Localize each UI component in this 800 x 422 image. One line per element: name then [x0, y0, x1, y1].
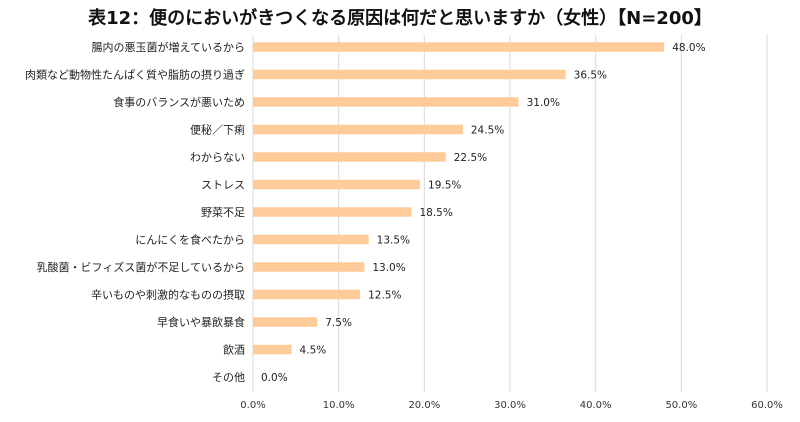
bar-1: [253, 69, 566, 80]
chart-title: 表12：便のにおいがきつくなる原因は何だと思いますか（女性）【N=200】: [88, 7, 712, 29]
category-label-3: 便秘／下痢: [190, 123, 245, 137]
value-label-9: 12.5%: [368, 290, 401, 302]
x-tick-label-0: 0.0%: [240, 400, 265, 411]
category-label-12: その他: [212, 371, 245, 384]
value-label-1: 36.5%: [574, 70, 607, 82]
category-label-5: ストレス: [201, 179, 245, 192]
bars-layer: [253, 42, 665, 355]
x-tick-label-4: 40.0%: [580, 400, 612, 411]
x-tick-label-1: 10.0%: [323, 400, 355, 411]
value-label-7: 13.5%: [377, 235, 410, 247]
value-label-12: 0.0%: [261, 372, 288, 384]
bar-4: [253, 152, 446, 162]
category-label-1: 肉類など動物性たんぱく質や脂肪の摂り過ぎ: [25, 68, 245, 82]
bar-5: [253, 179, 421, 190]
category-label-7: にんにくを食べたから: [135, 233, 245, 247]
value-label-3: 24.5%: [471, 125, 504, 137]
value-label-6: 18.5%: [419, 207, 452, 219]
bar-0: [253, 42, 665, 52]
bar-8: [253, 262, 365, 272]
category-label-10: 早食いや暴飲暴食: [157, 315, 245, 329]
x-tick-label-5: 50.0%: [665, 400, 697, 411]
bar-2: [253, 97, 519, 107]
category-label-9: 辛いものや刺激的なものの摂取: [91, 288, 245, 302]
bar-9: [253, 289, 361, 300]
category-label-11: 飲酒: [223, 343, 245, 357]
value-label-4: 22.5%: [454, 152, 487, 164]
x-tick-label-2: 20.0%: [408, 400, 440, 411]
category-label-0: 腸内の悪玉菌が増えているから: [92, 40, 245, 54]
category-label-4: わからない: [190, 151, 245, 164]
bar-7: [253, 234, 369, 245]
value-label-2: 31.0%: [527, 97, 560, 109]
ticks-layer: 0.0% 10.0% 20.0% 30.0% 40.0% 50.0% 60.0%: [240, 400, 783, 411]
labels-layer: 腸内の悪玉菌が増えているから 48.0% 肉類など動物性たんぱく質や脂肪の摂り過ぎ 3…: [25, 40, 706, 384]
x-tick-label-6: 60.0%: [751, 400, 783, 411]
value-label-8: 13.0%: [372, 262, 405, 274]
x-tick-label-3: 30.0%: [494, 400, 526, 411]
bar-6: [253, 207, 412, 217]
category-label-6: 野菜不足: [201, 206, 245, 219]
category-label-8: 乳酸菌・ビフィズス菌が不足しているから: [37, 260, 245, 274]
category-label-2: 食事のバランスが悪いため: [113, 95, 245, 109]
bar-3: [253, 124, 463, 135]
value-label-10: 7.5%: [325, 317, 352, 329]
bar-11: [253, 344, 292, 355]
value-label-5: 19.5%: [428, 180, 461, 192]
value-label-0: 48.0%: [672, 42, 705, 54]
bar-10: [253, 317, 318, 327]
value-label-11: 4.5%: [300, 345, 327, 357]
grid-layer: [252, 35, 768, 392]
